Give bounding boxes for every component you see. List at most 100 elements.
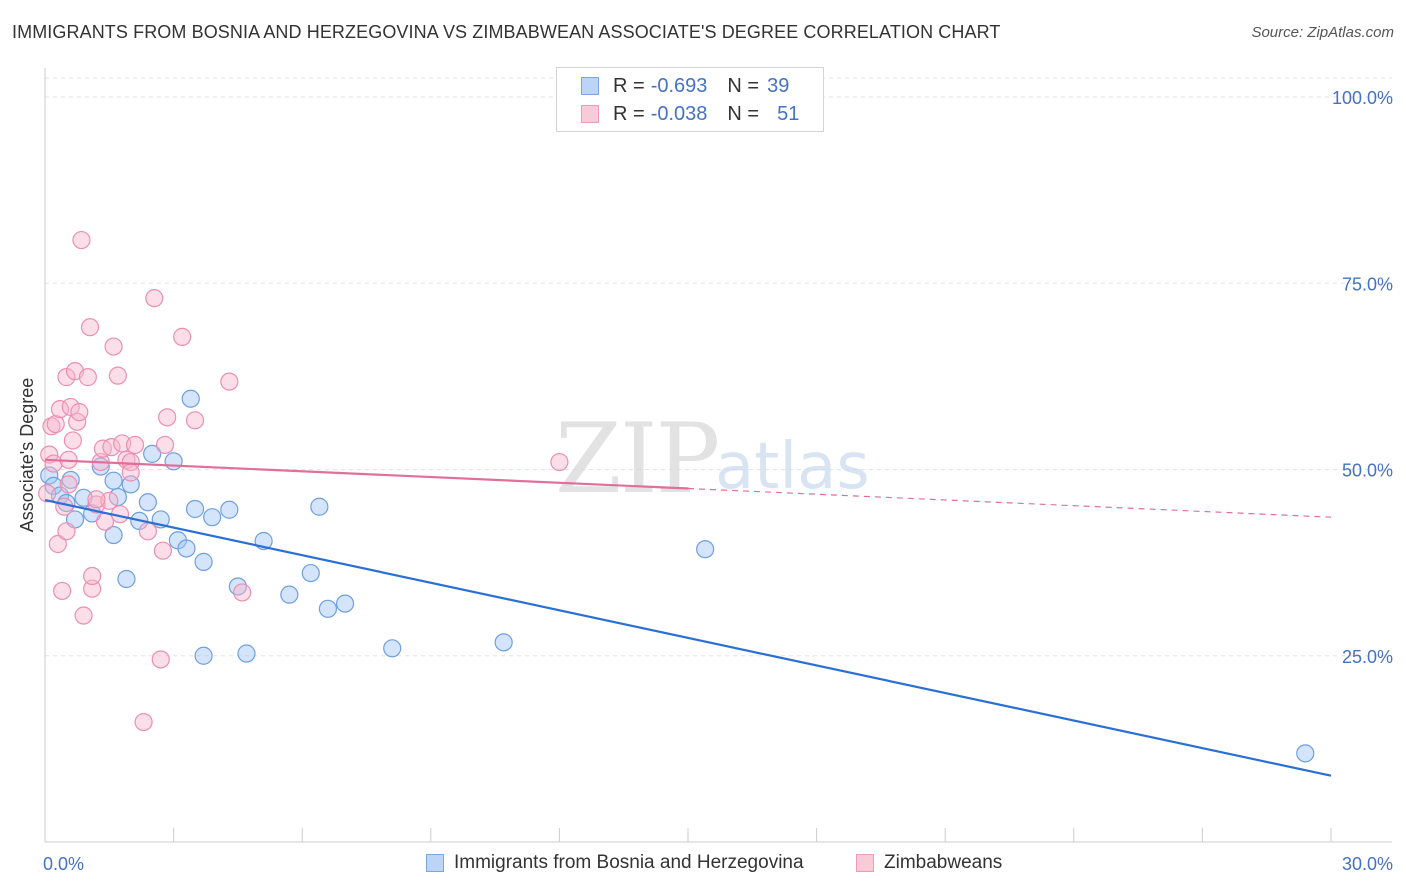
zimbabwe-point [220,372,239,391]
legend-r-value: -0.038 [650,102,708,125]
zimbabwe-point [83,566,102,586]
y-tick-label: 75.0% [1342,274,1393,294]
trend-line-zimbabwe-extension [687,487,1332,518]
bosnia-point [164,452,183,471]
zimbabwe-point [134,712,153,732]
zimbabwe-point [158,408,177,427]
zimbabwe-point [173,327,192,346]
bosnia-point [138,493,157,512]
zimbabwe-point [57,522,76,541]
bosnia-point [185,499,205,519]
zimbabwe-point [125,435,145,455]
trend-layer [44,458,1332,777]
stats-legend: R = -0.693 N = 39 R = -0.038 N = 51 [556,67,824,132]
zimbabwe-point [145,289,164,308]
bosnia-point [301,563,320,583]
watermark: ZIP atlas [555,403,870,515]
zimbabwe-point [59,475,78,494]
zimbabwe-point [38,484,57,503]
tick-labels: 25.0% 50.0% 75.0% 100.0% 0.0% 30.0% [43,88,1393,874]
zimbabwe-point [83,579,102,598]
bosnia-point [318,599,338,618]
chart-title: IMMIGRANTS FROM BOSNIA AND HERZEGOVINA V… [12,22,1001,42]
x-tick-label: 30.0% [1342,854,1393,874]
legend-swatch-bosnia [581,77,599,95]
legend-r-value: -0.693 [650,74,708,97]
bosnia-point [181,389,200,408]
trend-line-bosnia [44,498,1332,777]
legend-swatch-zimbabwe [581,105,599,123]
bosnia-point [383,639,402,658]
zimbabwe-point [138,522,157,541]
zimbabwe-point [151,650,170,669]
zimbabwe-point [121,463,140,482]
zimbabwe-point [46,414,65,434]
source-label: Source: ZipAtlas.com [1251,24,1394,41]
legend-r-label: R = [613,74,645,97]
zimbabwe-point [74,606,93,625]
bosnia-point [203,508,222,527]
zimbabwe-point [78,368,97,387]
bottom-legend-bosnia: Immigrants from Bosnia and Herzegovina [426,852,804,874]
zimbabwe-point [121,452,140,472]
y-tick-label: 50.0% [1342,461,1393,481]
watermark-zip: ZIP [555,403,718,515]
zimbabwe-point [48,534,67,554]
zimbabwe-point [153,541,172,560]
zimbabwe-point [155,435,175,455]
zimbabwe-point [80,318,100,337]
zimbabwe-point [53,581,72,601]
bosnia-point [1296,744,1315,763]
zimbabwe-point [55,497,74,516]
bosnia-point [494,633,513,652]
bosnia-point [104,525,123,545]
axis-layer [44,68,1392,843]
trend-line-zimbabwe [44,458,689,490]
zimbabwe-point [104,337,123,356]
bosnia-point [194,646,213,665]
legend-n-label: N = [727,74,760,97]
legend-n-label: N = [727,102,760,125]
points-layer [38,230,1315,763]
zimbabwe-point [185,411,205,430]
bosnia-point [310,497,329,516]
bosnia-point [104,471,123,490]
bosnia-point [335,594,355,613]
bosnia-point [177,539,196,558]
y-tick-label: 25.0% [1342,647,1393,667]
bosnia-point [280,585,299,604]
zimbabwe-point [233,583,252,602]
bosnia-point [44,476,63,495]
bosnia-point [40,466,59,485]
legend-row-bosnia: R = -0.693 N = 39 [581,73,789,99]
zimbabwe-point [108,366,127,385]
zimbabwe-point [70,403,89,422]
bosnia-point [117,569,136,589]
zimbabwe-point [72,230,91,250]
bosnia-point [220,500,239,519]
zimbabwe-point [40,445,59,464]
legend-n-value: 39 [767,74,790,97]
bottom-legend-zimbabwe: Zimbabweans [856,852,1002,874]
bosnia-point [143,444,162,463]
bosnia-point [194,552,213,571]
legend-row-zimbabwe: R = -0.038 N = 51 [581,101,799,127]
zimbabwe-point [102,438,121,457]
legend-r-label: R = [613,102,645,125]
zimbabwe-point [550,452,569,472]
bottom-legend-swatch-bosnia [426,854,444,872]
zimbabwe-point [50,400,70,419]
bottom-legend-label-zimbabwe: Zimbabweans [884,852,1003,873]
zimbabwe-point [87,490,106,509]
watermark-atlas: atlas [715,430,870,504]
legend-n-value: 51 [777,102,800,125]
zimbabwe-point [44,454,63,473]
y-axis-label: Associate's Degree [17,378,37,533]
bottom-legend-swatch-zimbabwe [856,854,874,872]
x-tick-label: 0.0% [43,854,84,874]
grid-layer [45,77,1392,657]
bosnia-point [696,540,715,559]
y-tick-label: 100.0% [1332,88,1393,108]
bottom-legend-label-bosnia: Immigrants from Bosnia and Herzegovina [454,852,804,873]
